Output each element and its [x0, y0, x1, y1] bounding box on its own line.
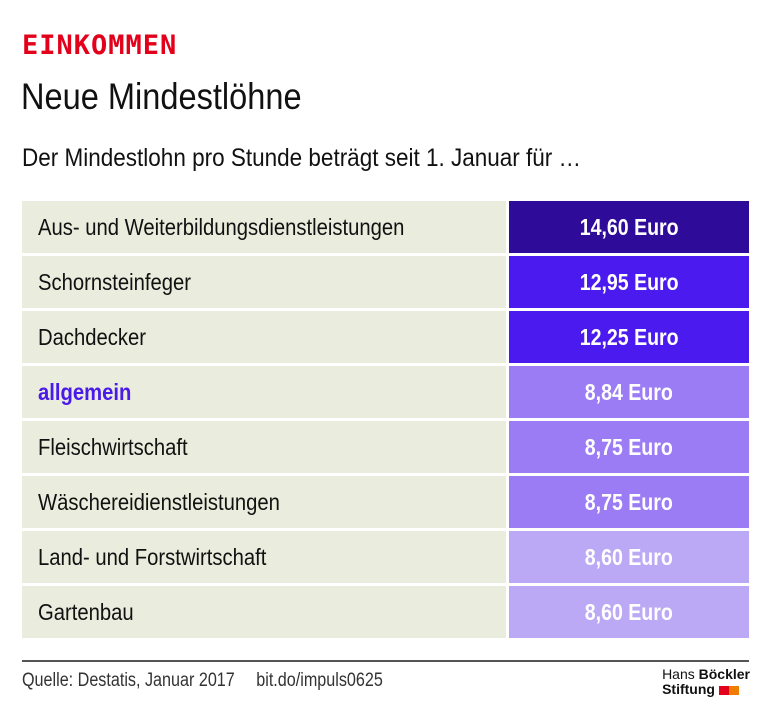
- row-label-text: Gartenbau: [38, 598, 134, 625]
- table-row: Aus- und Weiterbildungsdienstleistungen 1…: [22, 201, 749, 253]
- row-label: Dachdecker: [22, 311, 506, 363]
- table-row: allgemein 8,84 Euro: [22, 366, 749, 418]
- row-value: 8,75 Euro: [509, 476, 749, 528]
- row-value-text: 12,95 Euro: [579, 268, 679, 295]
- logo-red-square-icon: [718, 685, 729, 695]
- row-label-text: allgemein: [38, 378, 132, 405]
- row-value: 8,75 Euro: [509, 421, 749, 473]
- row-label: Land- und Forstwirtschaft: [22, 531, 506, 583]
- row-value-text: 12,25 Euro: [579, 323, 679, 350]
- row-label-text: Dachdecker: [38, 323, 147, 350]
- logo-text-stiftung: Stiftung: [662, 681, 715, 697]
- row-value: 14,60 Euro: [509, 201, 749, 253]
- subtitle: Der Mindestlohn pro Stunde beträgt seit …: [22, 144, 582, 172]
- table-row: Land- und Forstwirtschaft 8,60 Euro: [22, 531, 749, 583]
- row-label-text: Fleischwirtschaft: [38, 433, 188, 460]
- row-value-text: 14,60 Euro: [579, 213, 679, 240]
- row-value: 8,84 Euro: [509, 366, 749, 418]
- row-label-text: Wäschereidienstleistungen: [38, 488, 280, 515]
- source-line: Quelle: Destatis, Januar 2017 bit.do/imp…: [22, 670, 383, 692]
- divider: [22, 660, 749, 662]
- row-value-text: 8,75 Euro: [584, 433, 673, 460]
- row-label: Schornsteinfeger: [22, 256, 506, 308]
- logo-text-hans: Hans: [662, 666, 695, 682]
- table-row: Gartenbau 8,60 Euro: [22, 586, 749, 638]
- row-value-text: 8,75 Euro: [584, 488, 673, 515]
- row-value: 8,60 Euro: [509, 586, 749, 638]
- table-row: Wäschereidienstleistungen 8,75 Euro: [22, 476, 749, 528]
- row-value-text: 8,84 Euro: [584, 378, 673, 405]
- row-label-text: Land- und Forstwirtschaft: [38, 543, 267, 570]
- page-title: Neue Mindestlöhne: [21, 76, 302, 117]
- logo-orange-square-icon: [728, 685, 739, 695]
- row-label-text: Aus- und Weiterbildungsdienstleistungen: [38, 213, 405, 240]
- source-text: Quelle: Destatis, Januar 2017: [22, 670, 235, 691]
- row-value-text: 8,60 Euro: [584, 543, 673, 570]
- logo-text-boeckler: Böckler: [698, 666, 750, 682]
- wage-table: Aus- und Weiterbildungsdienstleistungen 1…: [22, 201, 749, 641]
- table-row: Fleischwirtschaft 8,75 Euro: [22, 421, 749, 473]
- row-label-text: Schornsteinfeger: [38, 268, 192, 295]
- row-value: 8,60 Euro: [509, 531, 749, 583]
- row-label: allgemein: [22, 366, 506, 418]
- hans-boeckler-logo: Hans Böckler Stiftung: [662, 667, 750, 697]
- row-value: 12,25 Euro: [509, 311, 749, 363]
- row-label: Fleischwirtschaft: [22, 421, 506, 473]
- row-value: 12,95 Euro: [509, 256, 749, 308]
- row-value-text: 8,60 Euro: [584, 598, 673, 625]
- table-row: Dachdecker 12,25 Euro: [22, 311, 749, 363]
- row-label: Wäschereidienstleistungen: [22, 476, 506, 528]
- source-link[interactable]: bit.do/impuls0625: [256, 670, 383, 691]
- kicker: EINKOMMEN: [22, 30, 178, 61]
- row-label: Aus- und Weiterbildungsdienstleistungen: [22, 201, 506, 253]
- row-label: Gartenbau: [22, 586, 506, 638]
- table-row: Schornsteinfeger 12,95 Euro: [22, 256, 749, 308]
